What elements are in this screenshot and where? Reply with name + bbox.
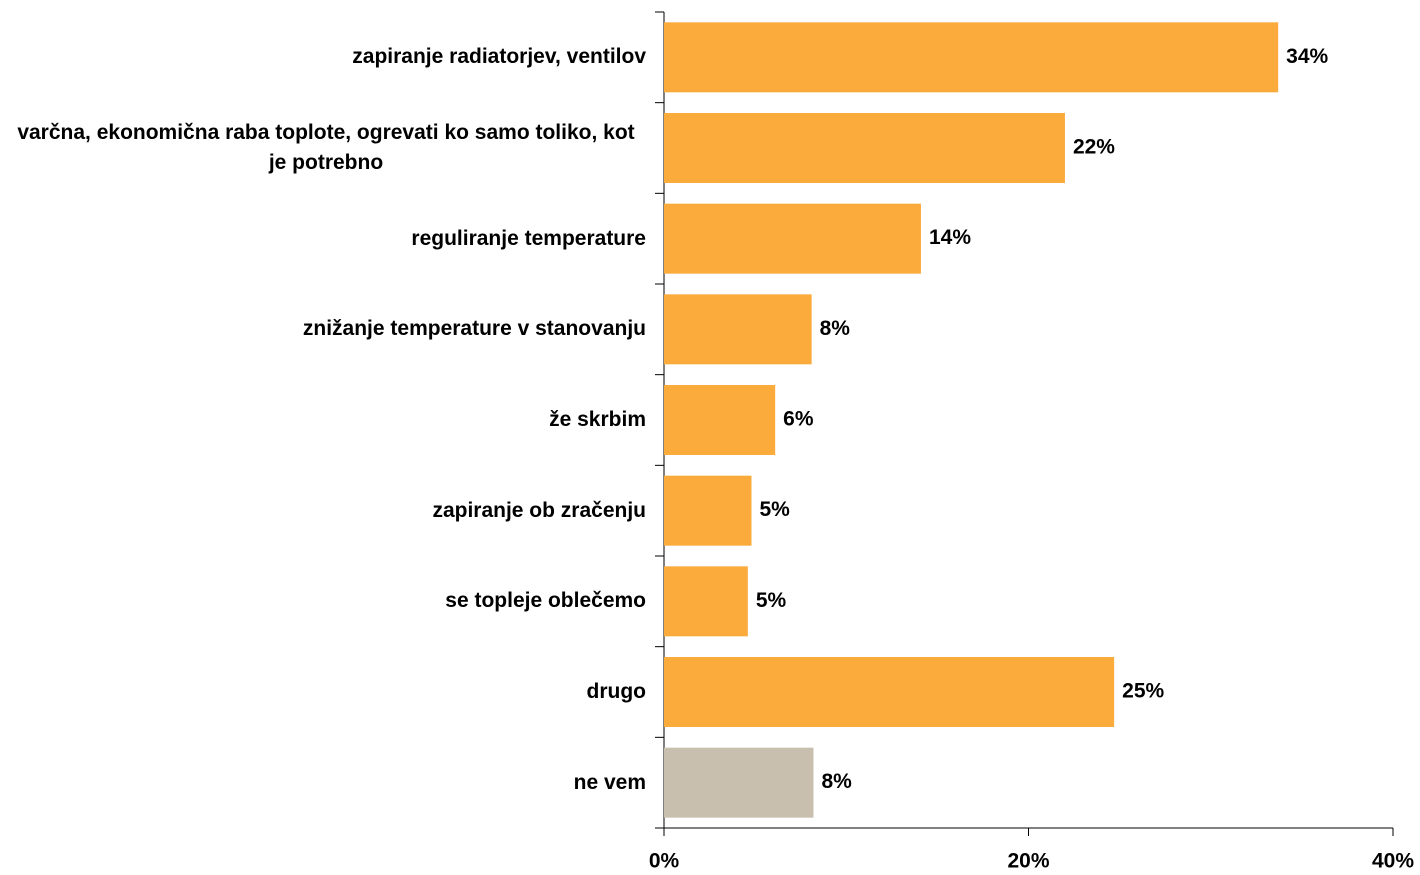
bar (664, 113, 1065, 183)
data-label: 22% (1073, 136, 1115, 159)
category-label: zapiranje ob zračenju (432, 498, 646, 522)
bar (664, 747, 814, 818)
bar (664, 475, 752, 546)
x-tick-label: 40% (1372, 850, 1414, 873)
data-label: 34% (1286, 45, 1328, 68)
bar (664, 22, 1279, 93)
category-label: zapiranje radiatorjev, ventilov (352, 45, 646, 69)
data-label: 8% (821, 770, 852, 793)
data-label: 8% (820, 317, 851, 340)
bar (664, 657, 1115, 727)
category-label: že skrbim (549, 408, 646, 431)
category-label: reguliranje temperature (411, 226, 646, 250)
x-tick-label: 0% (649, 850, 680, 873)
category-label: ne vem (573, 770, 646, 794)
data-label: 6% (783, 408, 814, 431)
bar (664, 566, 748, 637)
category-label: znižanje temperature v stanovanju (302, 317, 646, 341)
category-label: drugo (586, 680, 646, 703)
data-label: 25% (1122, 680, 1164, 703)
bar (664, 203, 921, 274)
category-label: varčna, ekonomična raba toplote, ogrevat… (17, 121, 635, 174)
data-label: 14% (929, 226, 971, 249)
x-tick-label: 20% (1007, 850, 1049, 873)
data-label: 5% (759, 498, 790, 521)
data-label: 5% (756, 589, 787, 612)
category-label: se topleje oblečemo (445, 589, 646, 613)
bar (664, 294, 812, 365)
bar (664, 385, 776, 455)
